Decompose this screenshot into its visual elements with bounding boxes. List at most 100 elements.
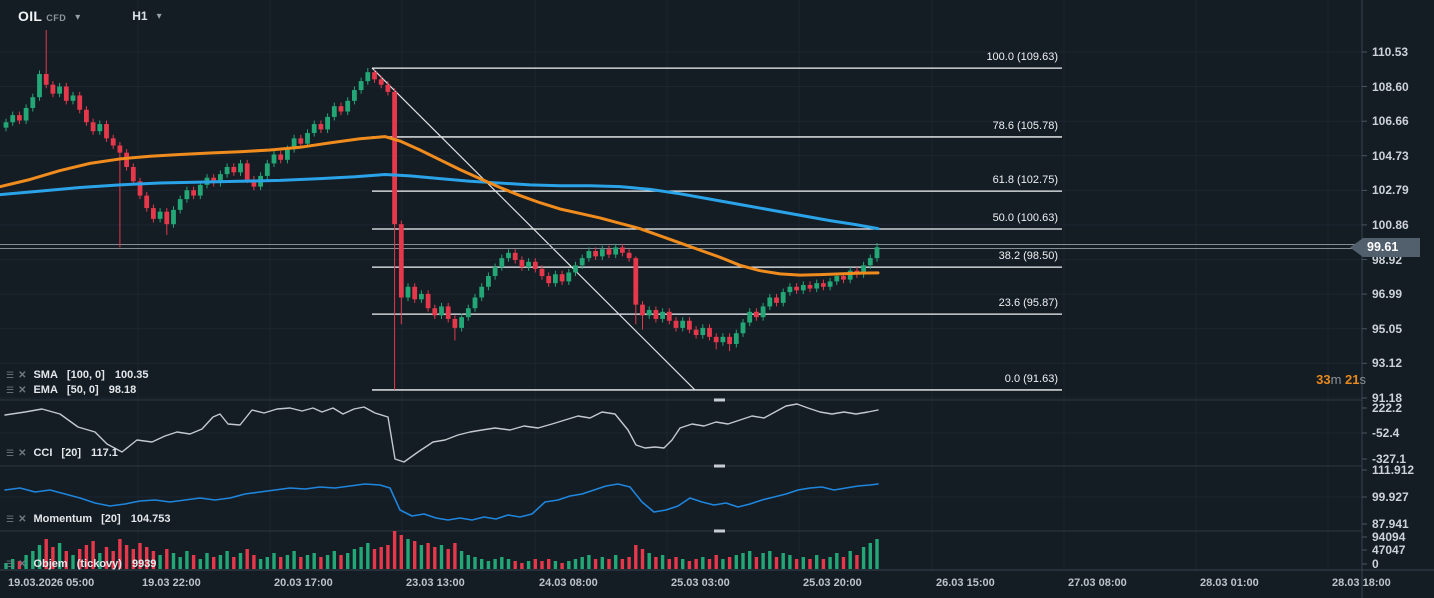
candle-body <box>425 293 431 309</box>
candle-body <box>151 208 156 219</box>
candle-body <box>794 286 799 291</box>
candle-body <box>278 154 284 160</box>
candle-body <box>412 286 418 300</box>
volume-bar <box>265 557 269 569</box>
volume-bar <box>466 555 470 569</box>
candle-countdown-timer: 33m 21s <box>1290 372 1366 387</box>
candle-body <box>378 79 384 85</box>
indicator-settings-icon[interactable]: ☰ <box>6 558 15 569</box>
volume-bar <box>620 559 625 569</box>
indicator-name: EMA <box>33 384 58 396</box>
candle-body <box>499 258 505 268</box>
indicator-params: [20] <box>101 513 121 525</box>
volume-bar <box>124 545 129 569</box>
candle-body <box>311 124 317 133</box>
volume-bar <box>91 541 95 569</box>
indicator-remove-icon[interactable]: ✕ <box>18 369 27 381</box>
volume-bar <box>640 549 645 569</box>
candle-body <box>660 311 665 319</box>
candle-body <box>733 333 739 344</box>
time-axis-label: 25.03 03:00 <box>671 577 730 589</box>
indicator-params: (tickovy) <box>76 558 122 570</box>
panel-resize-handle[interactable] <box>714 529 725 533</box>
candle-body <box>325 116 330 130</box>
volume-bar <box>225 551 229 569</box>
candle-body <box>579 258 585 266</box>
candle-body <box>197 184 203 196</box>
candle-body <box>264 163 270 176</box>
volume-bar <box>707 559 712 569</box>
volume-bar <box>57 543 62 569</box>
candle-body <box>720 336 726 343</box>
volume-bar <box>647 553 651 569</box>
fib-level-label: 100.0 (109.63) <box>986 51 1058 64</box>
candle-body <box>653 310 659 319</box>
volume-bar <box>593 559 598 569</box>
candle-body <box>626 252 632 259</box>
cci-axis-label: -327.1 <box>1372 452 1407 466</box>
time-axis-label: 28.03 18:00 <box>1332 577 1391 589</box>
indicator-settings-icon[interactable]: ☰ <box>6 384 15 395</box>
candle-body <box>10 115 16 123</box>
indicator-settings-icon[interactable]: ☰ <box>6 513 15 524</box>
indicator-settings-icon[interactable]: ☰ <box>6 447 15 458</box>
indicator-value: 98.18 <box>108 384 137 396</box>
volume-bar <box>37 545 42 569</box>
timeframe-selector[interactable]: H1 ▾ <box>132 9 161 23</box>
chart-header: OIL CFD ▾ H1 ▾ <box>18 8 162 24</box>
volume-bar <box>547 559 551 569</box>
panel-resize-handle[interactable] <box>714 464 725 468</box>
volume-bar <box>748 551 752 569</box>
indicator-remove-icon[interactable]: ✕ <box>18 447 27 459</box>
symbol-selector[interactable]: OIL CFD ▾ <box>18 8 80 24</box>
candle-body <box>452 318 458 328</box>
volume-axis-label: 0 <box>1372 557 1379 571</box>
volume-bar <box>279 557 283 569</box>
volume-bar <box>17 561 22 569</box>
candle-body <box>439 306 444 316</box>
candle-body <box>512 252 518 260</box>
volume-bar <box>855 555 859 569</box>
candle-body <box>546 276 552 284</box>
candle-body <box>271 154 277 164</box>
volume-bar <box>660 555 665 569</box>
fib-level-label: 78.6 (105.78) <box>992 119 1058 132</box>
indicator-legend-momentum: ☰ ✕ Momentum [20] 104.753 <box>6 513 170 525</box>
indicator-value: 117.1 <box>90 447 118 459</box>
volume-bar <box>325 555 330 569</box>
panel-resize-handle[interactable] <box>714 398 725 402</box>
candle-body <box>472 297 478 309</box>
indicator-name: SMA <box>33 369 58 381</box>
indicator-remove-icon[interactable]: ✕ <box>18 513 27 525</box>
indicator-remove-icon[interactable]: ✕ <box>18 384 27 396</box>
volume-bar <box>171 553 176 569</box>
sma-line <box>0 172 880 231</box>
time-axis-label: 19.03.2026 05:00 <box>8 577 95 589</box>
candle-body <box>57 86 62 94</box>
candle-body <box>620 247 625 253</box>
volume-bar <box>212 557 216 569</box>
indicator-remove-icon[interactable]: ✕ <box>18 558 27 570</box>
volume-bar <box>794 559 799 569</box>
volume-bar <box>346 553 350 569</box>
momentum-axis-label: 99.927 <box>1372 490 1409 504</box>
volume-axis-label: 47047 <box>1372 543 1406 557</box>
candle-body <box>77 95 83 110</box>
candle-body <box>814 283 820 289</box>
candle-body <box>305 132 310 144</box>
volume-bar <box>768 551 772 569</box>
volume-bar <box>493 559 497 569</box>
candle-body <box>405 286 411 298</box>
volume-bar <box>821 559 826 569</box>
cci-axis-label: -52.4 <box>1372 426 1400 440</box>
candle-body <box>727 336 732 344</box>
indicator-value: 104.753 <box>130 513 171 525</box>
candle-body <box>352 90 357 101</box>
candle-body <box>117 145 123 153</box>
candle-body <box>37 73 42 98</box>
volume-bar <box>426 543 430 569</box>
indicator-settings-icon[interactable]: ☰ <box>6 369 15 380</box>
volume-bar <box>366 543 370 569</box>
fib-level-label: 61.8 (102.75) <box>992 174 1058 187</box>
